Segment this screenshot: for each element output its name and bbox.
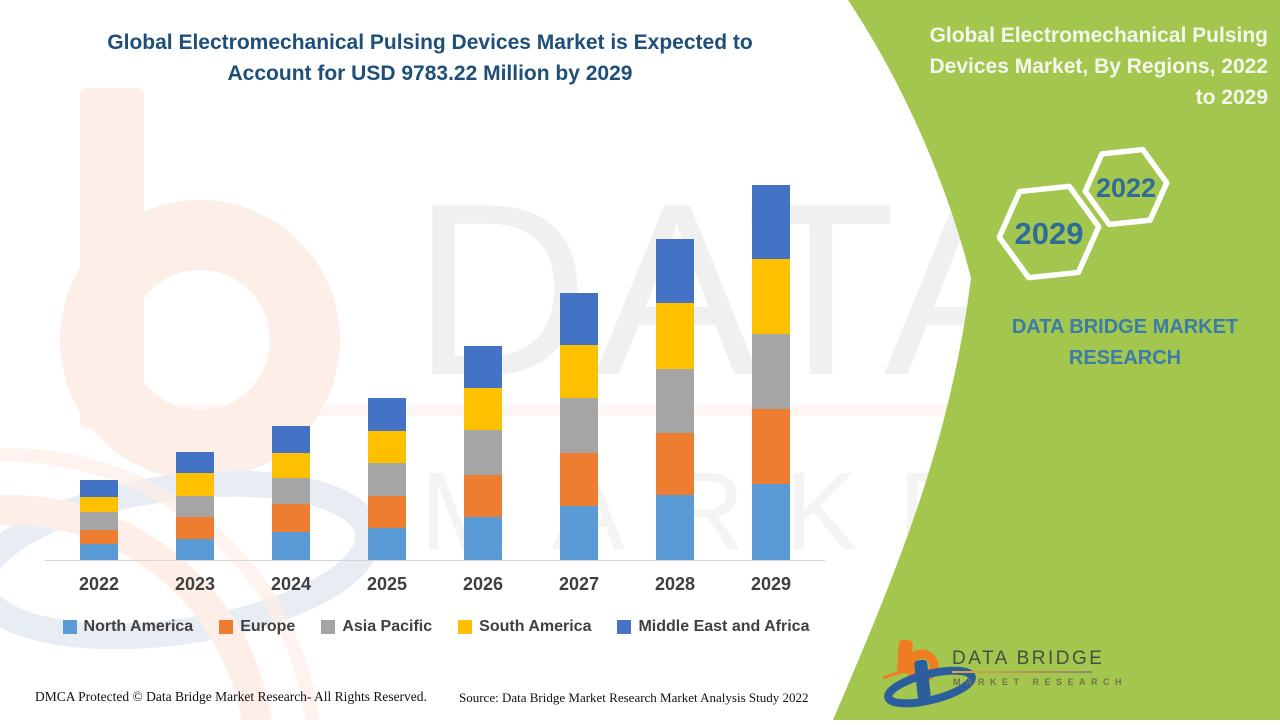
x-axis-line bbox=[45, 560, 825, 561]
bar-segment-2026-europe bbox=[464, 474, 502, 517]
bar-segment-2026-north-america bbox=[464, 516, 502, 560]
logo-b-bowl bbox=[905, 649, 939, 683]
legend-swatch-icon bbox=[617, 620, 632, 634]
hexagon-2029 bbox=[996, 183, 1102, 281]
bar-segment-2029-middle-east-and-africa bbox=[752, 185, 790, 260]
x-tick-2027: 2027 bbox=[558, 574, 600, 594]
page-title-line2: Account for USD 9783.22 Million by 2029 bbox=[227, 62, 633, 85]
bar-segment-2029-south-america bbox=[752, 259, 790, 335]
source-note: Source: Data Bridge Market Research Mark… bbox=[459, 690, 809, 705]
logo-b-stem bbox=[897, 639, 913, 674]
logo-wordmark: DATA BRIDGE bbox=[952, 648, 1105, 669]
brand-name-line2: RESEARCH bbox=[1068, 347, 1182, 369]
bar-segment-2027-middle-east-and-africa bbox=[560, 292, 598, 345]
legend-item-middle-east-and-africa: Middle East and Africa bbox=[617, 618, 809, 636]
bar-segment-2025-south-america bbox=[368, 430, 406, 464]
bar-segment-2028-south-america bbox=[656, 303, 694, 369]
panel-title-line3: to 2029 bbox=[1195, 86, 1268, 109]
bar-2026 bbox=[464, 345, 502, 560]
legend-swatch-icon bbox=[458, 620, 473, 634]
logo-orange-swoosh bbox=[882, 668, 948, 680]
bar-segment-2028-middle-east-and-africa bbox=[656, 239, 694, 304]
bar-segment-2026-asia-pacific bbox=[464, 430, 502, 475]
bar-segment-2027-south-america bbox=[560, 344, 598, 398]
panel-title-line2: Devices Market, By Regions, 2022 bbox=[929, 55, 1268, 78]
x-tick-2026: 2026 bbox=[462, 574, 504, 594]
bar-segment-2026-middle-east-and-africa bbox=[464, 345, 502, 389]
panel-title-line1: Global Electromechanical Pulsing bbox=[929, 24, 1268, 47]
brand-name-line1: DATA BRIDGE MARKET bbox=[1011, 316, 1239, 338]
bar-segment-2029-north-america bbox=[752, 484, 790, 560]
logo-d-stem bbox=[914, 659, 931, 701]
bar-segment-2028-asia-pacific bbox=[656, 368, 694, 433]
page-title-line1: Global Electromechanical Pulsing Devices… bbox=[107, 31, 753, 54]
legend-label: South America bbox=[479, 618, 592, 635]
bar-segment-2028-north-america bbox=[656, 495, 694, 560]
brand-name: DATA BRIDGE MARKET RESEARCH bbox=[985, 312, 1265, 374]
legend-item-south-america: South America bbox=[458, 618, 591, 636]
logo-tagline: MARKET RESEARCH bbox=[953, 677, 1128, 687]
bar-2029 bbox=[752, 185, 790, 560]
x-tick-2028: 2028 bbox=[654, 574, 696, 594]
bar-segment-2029-asia-pacific bbox=[752, 334, 790, 410]
bar-2028 bbox=[656, 239, 694, 560]
logo-underline bbox=[952, 671, 1092, 673]
bar-segment-2027-north-america bbox=[560, 506, 598, 560]
hexagon-2022 bbox=[1082, 146, 1170, 228]
x-tick-2029: 2029 bbox=[750, 574, 792, 594]
legend-label: Middle East and Africa bbox=[638, 618, 810, 635]
bar-segment-2028-europe bbox=[656, 432, 694, 495]
hexagon-2022-year-label: 2022 bbox=[1096, 173, 1156, 203]
bar-segment-2027-europe bbox=[560, 452, 598, 506]
hexagon-2029-year-label: 2029 bbox=[1015, 216, 1084, 251]
bar-segment-2029-europe bbox=[752, 409, 790, 485]
panel-title: Global Electromechanical Pulsing Devices… bbox=[883, 20, 1268, 113]
page-title: Global Electromechanical Pulsing Devices… bbox=[65, 27, 795, 89]
